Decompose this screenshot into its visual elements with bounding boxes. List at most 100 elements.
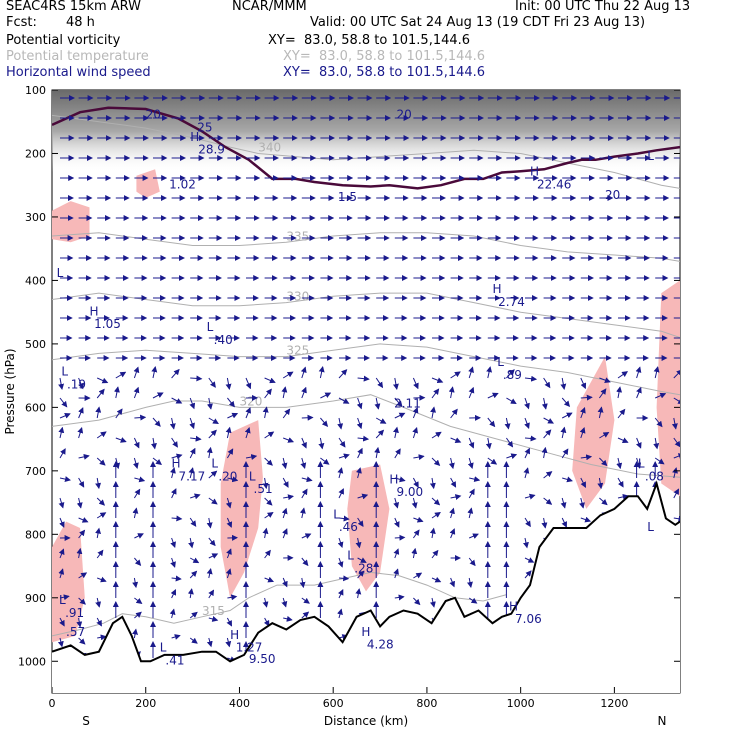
wind-vector [467,507,474,519]
wind-vector [468,386,475,399]
wind-vector [357,375,370,382]
wind-vector [337,537,344,549]
y-axis-title: Pressure (hPa) [3,348,17,434]
wind-vector [449,507,455,519]
wind-vector [375,429,385,439]
wind-vector [95,527,102,539]
wind-vector [468,597,478,604]
wind-vector [152,457,162,466]
wind-vector [431,457,441,466]
wind-vector [394,517,400,528]
wind-vector [393,548,400,559]
wind-vector [208,553,219,559]
wind-vector [580,454,593,461]
fcst-value: 48 h [66,15,95,30]
field-annotation: H [361,625,370,639]
wind-vector [59,476,71,483]
wind-vector [150,437,157,450]
wind-vector [282,408,291,419]
wind-vector [599,377,611,383]
wind-vector [78,377,84,390]
wind-vector [206,517,213,529]
wind-vector [337,467,344,479]
wind-vector [132,577,139,589]
wind-vector [132,628,138,639]
wind-vector [96,377,109,384]
wind-vector [301,386,307,399]
wind-vector [579,427,586,439]
wind-vector [524,557,535,563]
wind-vector [617,408,626,419]
theta-contour-label: 320 [239,394,262,408]
wind-vector [543,471,553,479]
y-tick-label: 500 [25,338,46,351]
fcst-label: Fcst: [6,15,37,30]
wind-vector [431,511,441,519]
field-annotation: .08 [645,469,664,483]
field-pt-name: Potential temperature [6,49,149,64]
wind-vector [543,497,553,505]
wind-vector [579,497,585,509]
wind-vector [506,397,517,405]
wind-vector [208,537,216,547]
wind-vector [467,577,473,588]
wind-vector [504,417,511,430]
wind-vector [59,617,65,627]
wind-vector [171,368,180,379]
wind-vector [338,453,350,460]
wind-vector [152,392,164,399]
wind-vector [355,588,362,599]
wind-vector [283,437,295,443]
wind-vector [170,537,176,548]
wind-vector [431,377,444,384]
wind-vector [543,377,551,389]
wind-vector [262,527,269,539]
wind-vector [95,477,102,490]
wind-vector [134,476,146,483]
theta-contour [52,114,680,189]
wind-vector [283,494,294,501]
wind-vector [599,431,610,439]
wind-vector [226,617,232,627]
wind-vector [467,457,474,469]
wind-vector [95,406,102,419]
model-title: SEAC4RS 15km ARW [6,0,142,14]
theta-contour-label: 335 [286,229,309,243]
wind-vector [171,634,181,640]
wind-vector [524,375,538,382]
pv-contour [52,106,680,190]
wind-vector [653,437,660,450]
wind-vector [208,470,218,479]
wind-vector [469,533,479,539]
wind-vector [133,488,141,499]
wind-vector [171,437,178,448]
wind-vector [580,377,587,390]
field-annotation: .28 [354,561,373,575]
wind-vector [264,388,272,399]
wind-vector [189,637,198,644]
field-pt-xy: XY= 83.0, 58.8 to 101.5,144.6 [283,49,486,64]
wind-vector [76,497,83,509]
wind-vector [133,437,140,449]
wind-vector [59,594,70,601]
field-annotation: .91 [65,606,84,620]
wind-vector [115,408,123,419]
wind-vector [448,457,455,470]
wind-vector [543,417,554,424]
wind-vector [429,597,436,608]
wind-vector [449,528,456,539]
wind-vector [487,457,498,465]
wind-vector [394,448,401,459]
field-ws-name: Horizontal wind speed [6,65,151,80]
wind-vector [524,435,537,442]
wind-vector [190,493,201,500]
wind-vector [524,517,531,528]
wind-vector [189,557,200,564]
wind-vector [207,397,213,410]
wind-vector [208,417,219,425]
field-pv-xy: XY= 83.0, 58.8 to 101.5,144.6 [268,33,471,48]
field-annotation: 9.00 [396,485,423,499]
wind-vector [206,568,213,579]
wind-vector [655,392,667,399]
wind-vector [561,397,571,408]
